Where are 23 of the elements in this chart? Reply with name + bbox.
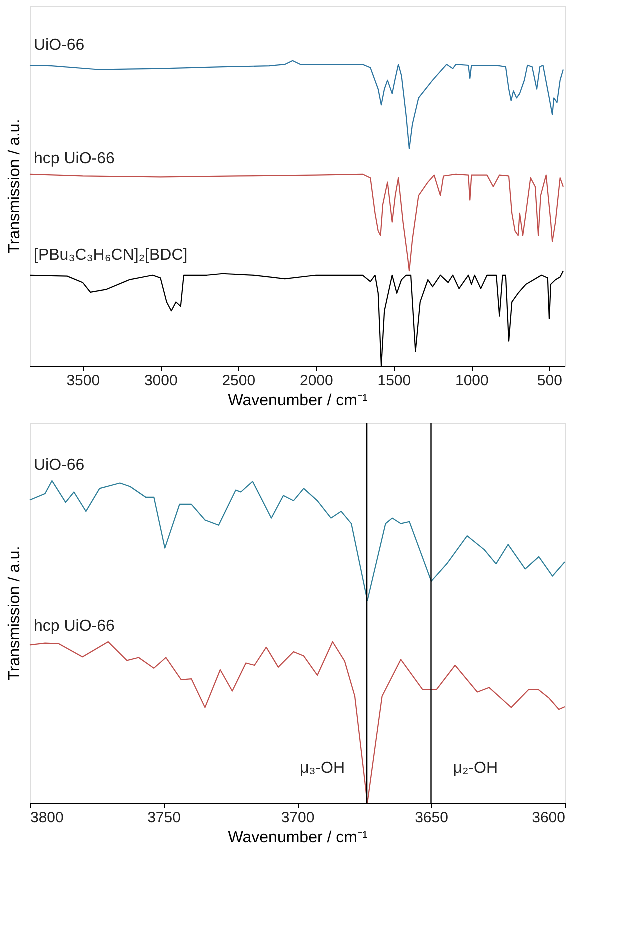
x-axis-title: Wavenumber / cm⁻¹ <box>228 392 368 410</box>
x-tick-label: 1500 <box>378 372 412 390</box>
x-tick-label: 2500 <box>222 372 256 390</box>
ref-line-label: μ₃-OH <box>300 760 346 777</box>
ref-line-label: μ₂-OH <box>453 760 498 777</box>
x-tick-label: 1000 <box>456 372 489 390</box>
series-label: hcp UiO-66 <box>34 618 116 635</box>
x-tick-label: 3700 <box>281 810 315 826</box>
y-axis-title: Transmission / a.u. <box>6 119 24 254</box>
x-axis-title: Wavenumber / cm⁻¹ <box>228 830 368 846</box>
x-tick-label: 3600 <box>532 810 566 826</box>
x-tick-label: 500 <box>537 372 562 390</box>
series-label: UiO-66 <box>34 36 85 54</box>
x-tick-label: 3750 <box>148 810 181 826</box>
series-label: UiO-66 <box>34 456 85 474</box>
x-tick-label: 3500 <box>66 372 100 390</box>
x-tick-label: 2000 <box>300 372 334 390</box>
y-axis-title: Transmission / a.u. <box>6 546 24 681</box>
series-label: [PBu₃C₃H₆CN]₂[BDC] <box>34 247 188 264</box>
x-tick-label: 3650 <box>415 810 448 826</box>
x-tick-label: 3000 <box>144 372 178 390</box>
x-tick-label: 3800 <box>30 810 64 826</box>
series-label: hcp UiO-66 <box>34 150 116 168</box>
